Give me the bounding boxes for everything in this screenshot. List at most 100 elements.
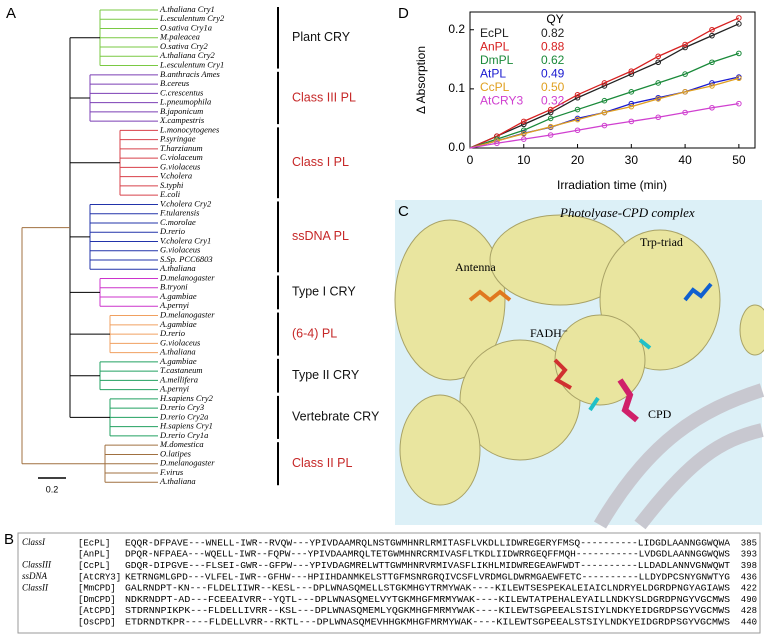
- group-label: (6-4) PL: [292, 326, 337, 340]
- group-label: Class I PL: [292, 155, 349, 169]
- leaf-label: B.japonicum: [160, 106, 203, 116]
- y-axis-label: Δ Absorption: [414, 46, 428, 114]
- sequence: EQQR-DFPAVE---WNELL-IWR--RVQW---YPIVDAAM…: [125, 538, 731, 548]
- leaf-label: V.cholera Cry2: [160, 198, 212, 208]
- leaf-label: E.coli: [159, 189, 181, 199]
- sequence-end: 440: [741, 617, 757, 627]
- data-point: [736, 50, 742, 57]
- data-point: [574, 127, 581, 134]
- leaf-label: L.esculentum Cry1: [159, 60, 224, 70]
- data-point: [709, 32, 715, 39]
- data-point: [655, 114, 662, 121]
- leaf-label: T.castaneum: [160, 365, 203, 375]
- sequence-end: 385: [741, 538, 757, 548]
- leaf-label: V.cholera Cry1: [160, 235, 211, 245]
- data-point: [655, 53, 662, 60]
- sequence-id: [MmCPD]: [78, 584, 116, 594]
- leaf-label: P.syringae: [159, 134, 196, 144]
- data-point: [574, 106, 581, 113]
- sequence: STDRNNPIKPK---FLDELLIVRR--KSL---DPLWNASQ…: [125, 606, 730, 616]
- antenna-ligand: [468, 289, 512, 303]
- leaf-label: S.Sp. PCC6803: [160, 254, 213, 264]
- data-point: [601, 80, 608, 86]
- sequence-id: [DmCPD]: [78, 595, 116, 605]
- leaf-label: D.rerio Cry1a: [159, 430, 208, 440]
- sequence-end: 428: [741, 606, 757, 616]
- dna: [593, 383, 764, 530]
- leaf-label: A.gambiae: [159, 319, 197, 329]
- plot-frame: [469, 11, 756, 149]
- leaf-label: L.monocytogenes: [159, 124, 220, 134]
- class-label: ssDNA: [22, 571, 48, 581]
- data-point: [601, 122, 608, 129]
- leaf-label: A.thaliana: [159, 263, 196, 273]
- data-point: [709, 83, 715, 89]
- data-point: [547, 106, 554, 113]
- leaf-label: D.rerio: [159, 328, 185, 338]
- x-tick-label: 30: [625, 153, 639, 167]
- legend-entry: AtPL: [480, 67, 506, 81]
- legend-qy: 0.32: [541, 94, 565, 108]
- leaf-label: M.domestica: [159, 439, 204, 449]
- data-point: [655, 80, 662, 86]
- sequence: ETDRNDTKPR----FLDELLVRR--RKTL---DPLWNASQ…: [125, 617, 730, 627]
- data-point: [628, 68, 635, 74]
- structure-image: [394, 200, 764, 530]
- data-point: [547, 115, 554, 122]
- group-label: Plant CRY: [292, 30, 351, 44]
- leaf-label: A.thaliana Cry2: [159, 50, 216, 60]
- leaf-label: A.thaliana: [159, 476, 196, 486]
- data-point: [736, 100, 742, 107]
- legend-entry: AnPL: [480, 40, 510, 54]
- group-label: Class III PL: [292, 90, 356, 104]
- helix: [554, 314, 646, 406]
- sequence-end: 398: [741, 561, 757, 571]
- data-point: [628, 103, 635, 110]
- series-line: [469, 17, 740, 149]
- data-point: [655, 59, 662, 66]
- legend-qy: 0.50: [541, 80, 565, 94]
- panel-letter: C: [398, 203, 409, 220]
- sequence-id: [CcPL]: [78, 561, 110, 571]
- sequence-id: [EcPL]: [78, 538, 110, 548]
- helix: [399, 394, 481, 506]
- leaf-label: D.melanogaster: [159, 272, 215, 282]
- leaf-label: A.thaliana Cry1: [159, 4, 215, 14]
- leaf-label: D.rerio Cry3: [159, 402, 204, 412]
- sequence: DPQR-NFPAEA---WQELL-IWR--FQPW---YPIVDAAM…: [125, 550, 730, 560]
- x-tick-label: 0: [467, 153, 474, 167]
- cpd-ligand: [617, 378, 639, 423]
- data-point: [709, 104, 715, 111]
- leaf-label: F.tularensis: [159, 208, 200, 218]
- data-point: [709, 59, 715, 66]
- legend-entry: DmPL: [480, 53, 514, 67]
- helix: [739, 304, 764, 356]
- ligands: [468, 282, 713, 423]
- panel-letter: D: [398, 5, 409, 22]
- legend-qy: 0.82: [541, 26, 565, 40]
- data-point: [682, 89, 688, 95]
- leaf-label: D.rerio: [159, 226, 185, 236]
- leaf-label: A.gambiae: [159, 356, 197, 366]
- sequence: KETRNGMLGPD---VLFEL-IWR--GFHW---HPIIHDAN…: [125, 572, 730, 582]
- data-point: [736, 75, 742, 82]
- x-tick-label: 40: [678, 153, 692, 167]
- structure-title: Photolyase-CPD complex: [559, 205, 695, 220]
- leaf-label: A.gambiae: [159, 291, 197, 301]
- class-label: ClassIII: [22, 560, 52, 570]
- leaf-label: L.pneumophila: [159, 97, 211, 107]
- sequence-id: [OsCPD]: [78, 617, 116, 627]
- sequence-id: [AtCPD]: [78, 606, 116, 616]
- legend-qy: 0.88: [541, 40, 565, 54]
- leaf-label: A.pernyi: [159, 300, 190, 310]
- structure-label: Trp-triad: [640, 235, 683, 249]
- leaf-label: B.cereus: [160, 78, 190, 88]
- leaf-label: F.virus: [159, 467, 184, 477]
- group-label: Type II CRY: [292, 368, 360, 382]
- leaf-label: D.melanogaster: [159, 458, 215, 468]
- x-axis-label: Irradiation time (min): [557, 178, 667, 192]
- leaf-label: G.violaceus: [160, 245, 201, 255]
- data-point: [655, 96, 662, 102]
- scale-label: 0.2: [46, 484, 59, 494]
